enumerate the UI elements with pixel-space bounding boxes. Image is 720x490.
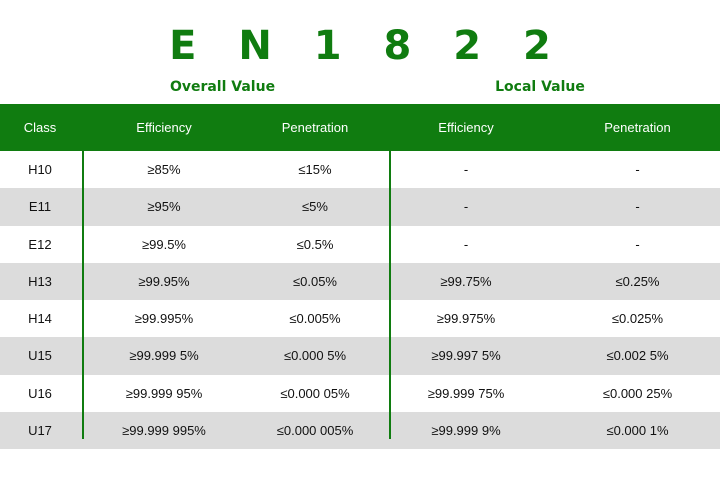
cell-overall-efficiency: ≥99.5% bbox=[142, 236, 186, 252]
header-overall-efficiency: Efficiency bbox=[136, 120, 192, 135]
cell-local-efficiency: ≥99.75% bbox=[440, 273, 492, 289]
local-value-label: Local Value bbox=[495, 79, 585, 95]
cell-overall-efficiency: ≥99.999 95% bbox=[125, 385, 203, 401]
table-row: H14 ≥99.995% ≤0.005% ≥99.975% ≤0.025% bbox=[0, 300, 720, 337]
classification-table: Class Efficiency Penetration Efficiency … bbox=[0, 104, 720, 449]
cell-local-efficiency: ≥99.997 5% bbox=[431, 348, 501, 364]
cell-class: U17 bbox=[28, 422, 52, 438]
cell-overall-efficiency: ≥99.999 995% bbox=[122, 422, 206, 438]
table-row: U16 ≥99.999 95% ≤0.000 05% ≥99.999 75% ≤… bbox=[0, 375, 720, 412]
table-row: H10 ≥85% ≤15% - - bbox=[0, 151, 720, 188]
cell-overall-efficiency: ≥99.999 5% bbox=[129, 348, 199, 364]
group-divider bbox=[389, 151, 391, 439]
cell-class: U15 bbox=[28, 348, 52, 364]
cell-overall-penetration: ≤0.000 05% bbox=[280, 385, 350, 401]
header-overall-penetration: Penetration bbox=[281, 120, 349, 135]
cell-class: H10 bbox=[28, 162, 52, 178]
page-title: E N 1 8 2 2 bbox=[169, 23, 565, 69]
cell-overall-efficiency: ≥95% bbox=[147, 199, 181, 215]
class-column-divider bbox=[82, 151, 84, 439]
cell-overall-penetration: ≤0.05% bbox=[293, 273, 337, 289]
cell-class: E12 bbox=[28, 236, 52, 252]
cell-class: U16 bbox=[28, 385, 52, 401]
table-row: H13 ≥99.95% ≤0.05% ≥99.75% ≤0.25% bbox=[0, 262, 720, 300]
cell-local-penetration: - bbox=[635, 199, 640, 215]
header-class: Class bbox=[23, 120, 57, 135]
cell-local-penetration: ≤0.000 25% bbox=[602, 385, 673, 401]
cell-local-penetration: - bbox=[635, 162, 640, 178]
cell-overall-efficiency: ≥99.95% bbox=[138, 273, 190, 289]
header-local-efficiency: Efficiency bbox=[438, 120, 494, 135]
table-row: E12 ≥99.5% ≤0.5% - - bbox=[0, 226, 720, 263]
cell-local-penetration: ≤0.025% bbox=[611, 311, 664, 327]
cell-overall-efficiency: ≥85% bbox=[147, 162, 181, 178]
cell-overall-penetration: ≤0.000 005% bbox=[276, 422, 354, 438]
cell-overall-penetration: ≤5% bbox=[302, 199, 328, 215]
cell-local-penetration: ≤0.002 5% bbox=[606, 348, 669, 364]
cell-local-efficiency: ≥99.999 75% bbox=[427, 385, 505, 401]
cell-local-penetration: - bbox=[635, 236, 640, 252]
cell-local-efficiency: ≥99.999 9% bbox=[431, 422, 501, 438]
cell-class: H14 bbox=[28, 311, 52, 327]
overall-value-label: Overall Value bbox=[169, 79, 276, 95]
cell-class: E11 bbox=[28, 199, 52, 215]
cell-overall-efficiency: ≥99.995% bbox=[134, 311, 194, 327]
cell-overall-penetration: ≤0.5% bbox=[296, 236, 334, 252]
header-local-penetration: Penetration bbox=[604, 120, 671, 135]
cell-local-efficiency: ≥99.975% bbox=[436, 311, 496, 327]
cell-overall-penetration: ≤15% bbox=[298, 162, 332, 178]
cell-local-penetration: ≤0.000 1% bbox=[606, 422, 669, 438]
table-row: U17 ≥99.999 995% ≤0.000 005% ≥99.999 9% … bbox=[0, 411, 720, 449]
cell-local-efficiency: - bbox=[463, 199, 469, 215]
cell-overall-penetration: ≤0.005% bbox=[289, 311, 341, 327]
cell-class: H13 bbox=[28, 273, 52, 289]
cell-local-efficiency: - bbox=[463, 162, 469, 178]
cell-overall-penetration: ≤0.000 5% bbox=[283, 348, 347, 364]
cell-local-efficiency: - bbox=[463, 236, 469, 252]
table-row: E11 ≥95% ≤5% - - bbox=[0, 188, 720, 226]
cell-local-penetration: ≤0.25% bbox=[615, 273, 660, 289]
table-row: U15 ≥99.999 5% ≤0.000 5% ≥99.997 5% ≤0.0… bbox=[0, 337, 720, 375]
table-header-row: Class Efficiency Penetration Efficiency … bbox=[0, 104, 720, 151]
